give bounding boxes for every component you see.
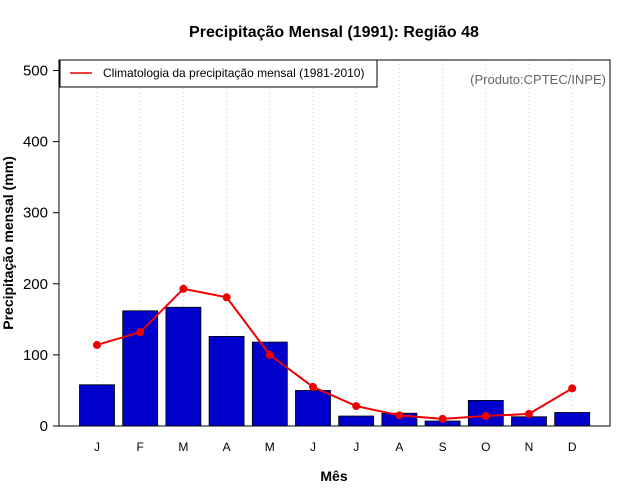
y-tick-label: 400: [23, 134, 48, 151]
climatology-point-4: [222, 293, 231, 302]
x-tick-label: S: [439, 440, 447, 454]
x-axis-label: Mês: [320, 468, 347, 484]
x-tick-label: D: [568, 440, 577, 454]
credit-text: (Produto:CPTEC/INPE): [470, 72, 606, 87]
y-tick-label: 0: [40, 418, 48, 435]
climatology-point-10: [481, 412, 490, 421]
x-tick-label: O: [481, 440, 490, 454]
y-tick-label: 500: [23, 63, 48, 80]
climatology-point-3: [179, 284, 188, 293]
climatology-point-7: [352, 402, 361, 411]
legend-box: [59, 59, 378, 88]
legend-label: Climatologia da precipitação mensal (198…: [103, 66, 364, 80]
y-tick-label: 300: [23, 205, 48, 222]
climatology-point-11: [525, 409, 533, 418]
y-tick-label: 200: [23, 276, 48, 293]
x-tick-label: M: [178, 440, 188, 454]
bars: [79, 306, 591, 427]
bar-12: [554, 412, 591, 427]
climatology-point-5: [265, 350, 274, 359]
x-tick-label: A: [395, 440, 403, 454]
climatology-line: [93, 284, 577, 423]
legend: Climatologia da precipitação mensal (198…: [59, 59, 378, 88]
climatology-point-8: [395, 411, 404, 420]
climatology-point-1: [93, 340, 101, 349]
y-tick-label: 100: [23, 347, 48, 364]
bar-4: [208, 336, 245, 427]
x-tick-label: J: [310, 440, 316, 454]
x-tick-label: N: [525, 440, 534, 454]
x-tick-label: A: [223, 440, 231, 454]
bar-2: [122, 310, 159, 427]
x-tick-label: F: [137, 440, 144, 454]
bar-6: [295, 390, 331, 427]
bar-7: [338, 415, 375, 427]
x-tick-label: M: [265, 440, 275, 454]
x-tick-label: J: [94, 440, 100, 454]
chart-title: Precipitação Mensal (1991): Região 48: [189, 24, 479, 41]
climatology-point-6: [309, 382, 317, 391]
x-tick-label: J: [353, 440, 359, 454]
climatology-point-2: [136, 328, 145, 337]
y-axis-label: Precipitação mensal (mm): [0, 156, 16, 330]
y-axis: 0 100 200 300 400 500: [23, 63, 59, 435]
bar-1: [79, 384, 115, 427]
bar-11: [511, 416, 547, 427]
climatology-polyline: [96, 287, 573, 420]
climatology-point-9: [438, 414, 447, 423]
bar-3: [165, 306, 202, 427]
climatology-point-12: [568, 384, 577, 393]
